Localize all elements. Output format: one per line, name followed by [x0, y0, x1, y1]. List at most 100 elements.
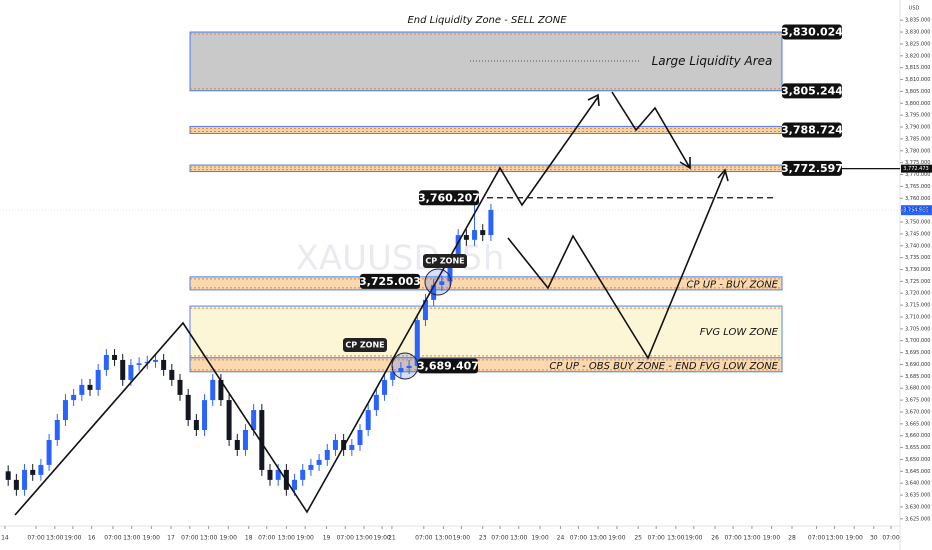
candle-body: [463, 235, 469, 240]
zone: [189, 164, 783, 173]
y-tick-label: 3,700.000: [905, 338, 930, 344]
candle-body: [488, 209, 494, 236]
y-tick-label: 3,625.000: [905, 516, 930, 522]
x-tick-label: 07:00: [882, 535, 899, 542]
path-drawing: [507, 171, 726, 360]
x-tick-label: 13:00: [589, 535, 606, 542]
candle-body: [13, 479, 19, 490]
cp-zone-circle: [424, 268, 452, 296]
zone: [189, 305, 783, 359]
x-tick-label: 13:00: [435, 535, 452, 542]
x-tick-label: 19:00: [297, 535, 314, 542]
x-tick-label: 07:00: [415, 535, 432, 542]
y-tick-label: 3,665.000: [905, 421, 930, 427]
y-tick-label: 3,755.000: [905, 208, 930, 214]
candle-body: [193, 420, 199, 431]
x-tick-label: 18: [245, 535, 253, 542]
candle-body: [316, 459, 322, 465]
price-tag-label: 3,725.003: [359, 275, 421, 288]
y-tick-label: 3,805.000: [905, 89, 930, 95]
candle-body: [169, 369, 175, 380]
candle-body: [357, 430, 363, 445]
zone-title: End Liquidity Zone - SELL ZONE: [407, 15, 567, 26]
y-tick-label: 3,775.000: [905, 160, 930, 166]
x-tick-label: 16: [88, 535, 96, 542]
candle-body: [120, 359, 126, 380]
candle-body: [373, 394, 379, 411]
candle-body: [324, 449, 330, 460]
price-tag: [782, 122, 842, 138]
y-tick-label: 3,835.000: [905, 18, 930, 24]
cp-zone-label: CP ZONE: [425, 257, 464, 266]
price-tag: [782, 160, 842, 176]
x-tick-label: 30: [870, 535, 878, 542]
candle-body: [95, 369, 101, 390]
x-tick-label: 13:00: [278, 535, 295, 542]
candle-body: [87, 384, 93, 390]
y-tick-label: 3,710.000: [905, 314, 930, 320]
y-tick-label: 3,630.000: [905, 504, 930, 510]
cp-zone-label: CP ZONE: [345, 341, 384, 350]
arrow-head: [679, 157, 691, 170]
x-tick-label: 24: [557, 535, 565, 542]
candle-body: [128, 364, 134, 380]
y-tick-label: 3,730.000: [905, 267, 930, 273]
cp-zone-tag: [343, 338, 387, 352]
price-tag-label: 3,760.207: [418, 191, 480, 204]
candle-body: [38, 464, 44, 475]
y-tick-label: 3,690.000: [905, 362, 930, 368]
y-tick-label: 3,660.000: [905, 433, 930, 439]
candle-body: [30, 469, 36, 475]
arrow-head: [587, 93, 600, 107]
y-tick-label: 3,675.000: [905, 398, 930, 404]
x-tick-label: 19:00: [608, 535, 625, 542]
x-tick-label: 19: [323, 535, 331, 542]
x-tick-label: 25: [634, 535, 642, 542]
price-tag-label: 3,805.244: [781, 84, 843, 97]
candle-body: [103, 354, 109, 370]
candle-body: [267, 469, 273, 480]
x-tick-label: 19:00: [220, 535, 237, 542]
x-tick-label: 13:00: [510, 535, 527, 542]
x-tick-label: 07:00: [724, 535, 741, 542]
candle-body: [382, 379, 388, 395]
y-tick-label: 3,785.000: [905, 136, 930, 142]
zone: [189, 125, 783, 134]
candle-body: [161, 359, 167, 370]
y-tick-label: 3,635.000: [905, 493, 930, 499]
y-tick-label: 3,830.000: [905, 30, 930, 36]
x-tick-label: 19:00: [64, 535, 81, 542]
price-tag: [782, 24, 842, 40]
candle-body: [22, 469, 28, 490]
last-price-label: 3,754.985: [903, 208, 928, 214]
y-tick-label: 3,720.000: [905, 291, 930, 297]
y-tick-label: 3,750.000: [905, 220, 930, 226]
x-tick-label: 07:00: [27, 535, 44, 542]
candle-body: [455, 235, 461, 260]
candle-body: [414, 320, 420, 366]
candle-body: [275, 469, 281, 480]
y-tick-label: 3,760.000: [905, 196, 930, 202]
candle-body: [447, 260, 453, 282]
x-tick-label: 13:00: [743, 535, 760, 542]
y-tick-label: 3,825.000: [905, 41, 930, 47]
axis-unit: USD: [909, 6, 920, 12]
y-tick-label: 3,770.000: [905, 172, 930, 178]
candle-body: [177, 379, 183, 395]
candle-body: [472, 230, 478, 240]
x-tick-label: 07:00: [258, 535, 275, 542]
y-tick-label: 3,655.000: [905, 445, 930, 451]
x-tick-label: 07:00: [104, 535, 121, 542]
candle-body: [185, 394, 191, 421]
y-tick-label: 3,800.000: [905, 101, 930, 107]
x-tick-label: 26: [711, 535, 719, 542]
last-price-tag: [901, 205, 932, 216]
y-tick-label: 3,815.000: [905, 65, 930, 71]
y-tick-label: 3,725.000: [905, 279, 930, 285]
x-tick-label: 19:00: [143, 535, 160, 542]
x-tick-label: 07:00: [337, 535, 354, 542]
target-tag: [901, 164, 932, 173]
candle-body: [71, 394, 77, 401]
candle-body: [480, 230, 486, 236]
y-tick-label: 3,670.000: [905, 409, 930, 415]
